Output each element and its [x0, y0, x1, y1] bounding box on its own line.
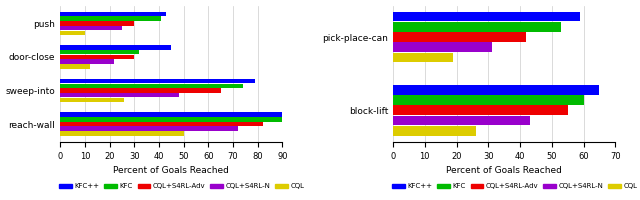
Bar — [60, 64, 90, 69]
X-axis label: Percent of Goals Reached: Percent of Goals Reached — [113, 166, 229, 175]
Bar — [393, 105, 568, 115]
Bar — [60, 131, 184, 136]
X-axis label: Percent of Goals Reached: Percent of Goals Reached — [446, 166, 562, 175]
Bar — [60, 98, 124, 102]
Bar — [393, 126, 476, 136]
Bar — [393, 32, 527, 42]
Bar — [393, 95, 584, 105]
Bar — [60, 26, 122, 30]
Legend: KFC++, KFC, CQL+S4RL-Adv, CQL+S4RL-N, CQL: KFC++, KFC, CQL+S4RL-Adv, CQL+S4RL-N, CQ… — [59, 183, 305, 189]
Bar — [60, 126, 238, 131]
Bar — [60, 122, 262, 126]
Bar — [60, 50, 139, 54]
Bar — [393, 42, 492, 52]
Bar — [60, 117, 282, 122]
Bar — [60, 31, 85, 35]
Bar — [60, 12, 166, 16]
Bar — [60, 79, 255, 83]
Bar — [60, 45, 172, 50]
Bar — [393, 53, 453, 62]
Bar — [60, 112, 285, 117]
Bar — [60, 55, 134, 59]
Bar — [60, 59, 115, 64]
Bar — [393, 85, 600, 95]
Bar — [60, 93, 179, 97]
Bar — [393, 116, 530, 125]
Bar — [60, 84, 243, 88]
Bar — [60, 16, 161, 21]
Bar — [60, 21, 134, 26]
Bar — [60, 88, 221, 93]
Bar — [393, 22, 561, 32]
Bar — [393, 12, 580, 21]
Legend: KFC++, KFC, CQL+S4RL-Adv, CQL+S4RL-N, CQL: KFC++, KFC, CQL+S4RL-Adv, CQL+S4RL-N, CQ… — [392, 183, 637, 189]
